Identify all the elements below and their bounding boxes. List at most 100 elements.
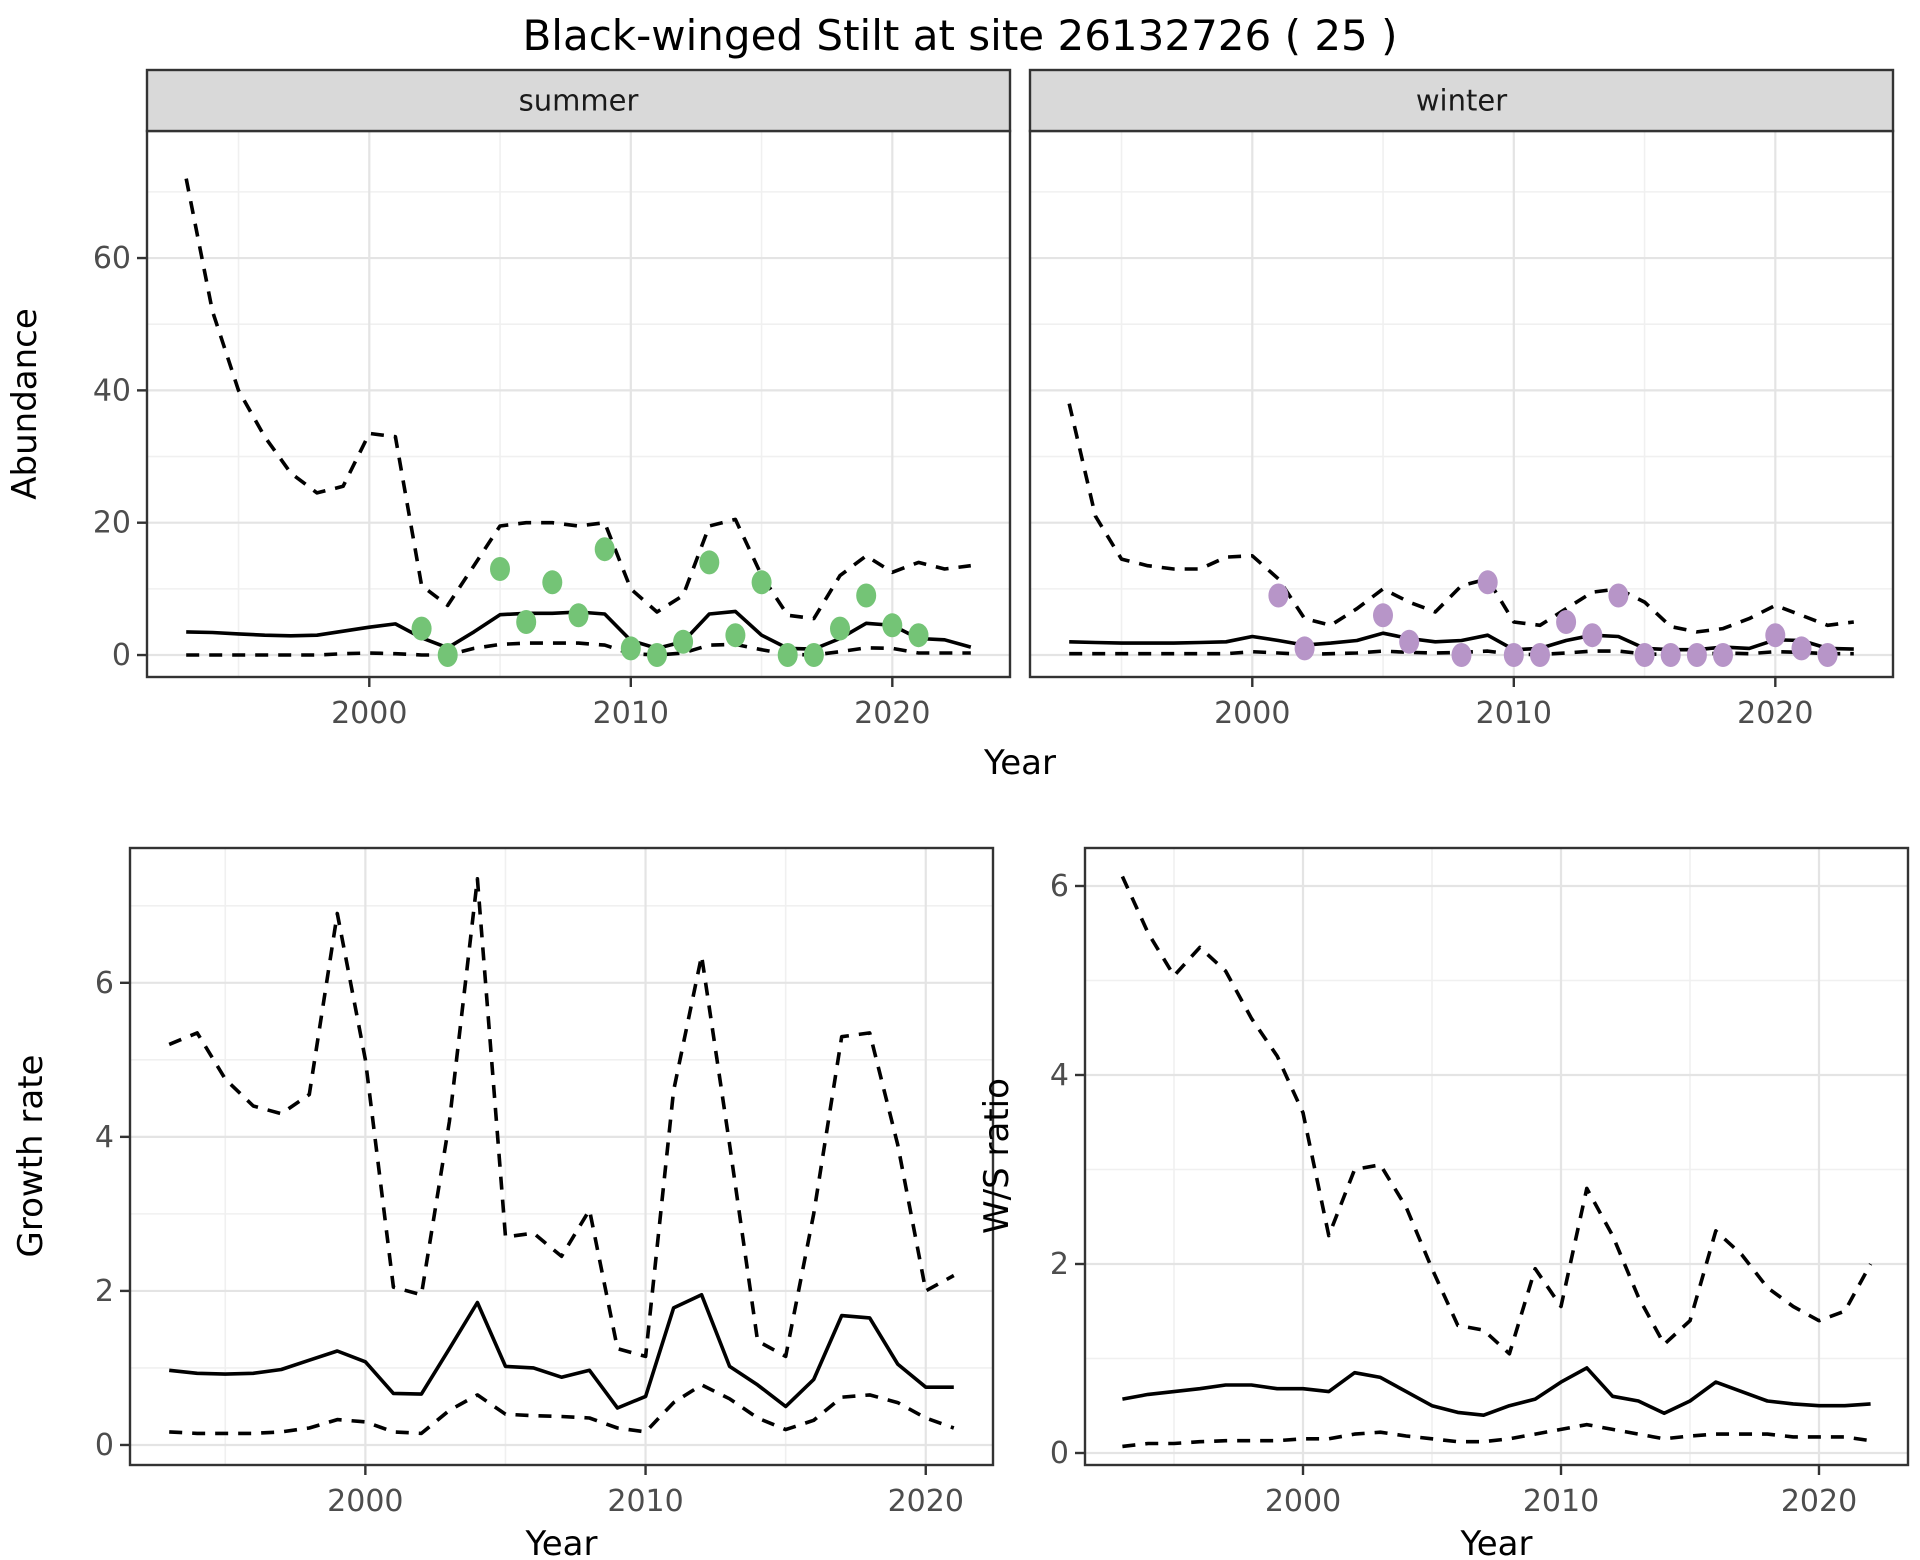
x-axis-abundance-summer: 2000 2010 2020 bbox=[331, 677, 930, 731]
data-point bbox=[1503, 643, 1524, 667]
data-point bbox=[1713, 643, 1733, 667]
data-point bbox=[1582, 623, 1603, 648]
y-tick-label: 4 bbox=[1050, 1058, 1069, 1093]
median-line bbox=[1122, 1366, 1871, 1417]
data-point bbox=[751, 570, 772, 595]
data-point bbox=[411, 616, 432, 641]
data-point bbox=[882, 613, 903, 638]
facet-strip bbox=[145, 68, 1012, 133]
data-point bbox=[856, 583, 877, 608]
x-axis-growth-rate: 2000 2010 2020 bbox=[327, 1465, 964, 1519]
data-point bbox=[1660, 643, 1681, 667]
data-point bbox=[490, 557, 510, 581]
x-axis-title-growth-rate: Year bbox=[525, 1524, 598, 1560]
y-tick-label: 60 bbox=[93, 241, 131, 276]
data-point bbox=[725, 623, 746, 648]
data-point bbox=[437, 643, 458, 667]
x-tick-label: 2020 bbox=[1737, 696, 1813, 731]
data-point bbox=[1477, 570, 1498, 595]
data-point bbox=[830, 616, 850, 641]
data-point bbox=[699, 550, 720, 575]
y-tick-label: 40 bbox=[93, 373, 131, 408]
x-axis-ws-ratio: 2000 2010 2020 bbox=[1265, 1465, 1857, 1519]
x-tick-label: 2020 bbox=[1781, 1484, 1857, 1519]
data-point bbox=[647, 643, 667, 667]
data-point bbox=[594, 537, 615, 562]
data-point bbox=[516, 610, 537, 634]
data-point bbox=[777, 643, 798, 667]
y-tick-label: 0 bbox=[95, 1428, 114, 1463]
panel-background bbox=[130, 848, 993, 1465]
summer-observations bbox=[411, 537, 929, 667]
data-point bbox=[908, 623, 929, 648]
data-point bbox=[542, 570, 563, 595]
data-point bbox=[673, 629, 694, 654]
y-tick-label: 2 bbox=[1050, 1247, 1069, 1282]
series-ws-ratio bbox=[1120, 875, 1873, 1449]
data-point bbox=[1608, 583, 1629, 608]
panel-ws-ratio: 2000 2010 2020 0 2 4 6 Year bbox=[1050, 846, 1910, 1560]
y-axis-title-ws-ratio: W/S ratio bbox=[977, 1078, 1017, 1234]
upper-ci-line bbox=[184, 178, 972, 621]
median-line bbox=[169, 1293, 954, 1410]
data-point bbox=[1294, 636, 1315, 661]
data-point bbox=[568, 603, 589, 628]
x-tick-label: 2020 bbox=[854, 696, 930, 731]
y-tick-label: 6 bbox=[95, 966, 114, 1001]
data-point bbox=[1373, 603, 1393, 628]
upper-ci-line bbox=[1067, 403, 1855, 634]
x-tick-label: 2000 bbox=[331, 696, 407, 731]
upper-ci-line bbox=[1120, 875, 1873, 1356]
data-point bbox=[1686, 643, 1707, 667]
panel-border bbox=[1083, 846, 1910, 1467]
winter-observations bbox=[1268, 570, 1838, 667]
y-axis-growth-rate: 0 2 4 6 bbox=[95, 966, 130, 1463]
data-point bbox=[1791, 636, 1812, 661]
x-tick-label: 2020 bbox=[888, 1484, 964, 1519]
y-tick-label: 0 bbox=[112, 638, 131, 673]
y-axis-abundance-summer: 0 20 40 60 bbox=[93, 241, 147, 673]
x-tick-label: 2010 bbox=[593, 696, 669, 731]
facet-label-summer: summer bbox=[519, 84, 639, 118]
x-axis-title-ws-ratio: Year bbox=[1460, 1524, 1533, 1560]
gridlines-abundance-summer bbox=[147, 131, 1010, 677]
data-point bbox=[1268, 583, 1289, 608]
lower-ci-line bbox=[169, 1383, 955, 1436]
y-tick-label: 4 bbox=[95, 1120, 114, 1155]
x-tick-label: 2010 bbox=[607, 1484, 683, 1519]
x-tick-label: 2000 bbox=[327, 1484, 403, 1519]
panel-abundance-summer: summer 2000 2010 2020 0 20 40 60 bbox=[93, 68, 1012, 731]
x-tick-label: 2000 bbox=[1214, 696, 1290, 731]
figure-title: Black-winged Stilt at site 26132726 ( 25… bbox=[522, 11, 1397, 60]
y-tick-label: 2 bbox=[95, 1274, 114, 1309]
data-point bbox=[1451, 643, 1472, 667]
panel-background bbox=[1030, 131, 1893, 677]
lower-ci-line bbox=[186, 641, 971, 657]
y-axis-title-growth-rate: Growth rate bbox=[11, 1055, 51, 1258]
gridlines-growth-rate bbox=[130, 848, 993, 1465]
y-tick-label: 20 bbox=[93, 506, 131, 541]
panel-border bbox=[128, 846, 995, 1467]
data-point bbox=[1530, 643, 1550, 667]
x-tick-label: 2010 bbox=[1523, 1484, 1599, 1519]
lower-ci-line bbox=[1122, 1422, 1871, 1449]
x-axis-abundance-winter: 2000 2010 2020 bbox=[1214, 677, 1813, 731]
y-tick-label: 6 bbox=[1050, 869, 1069, 904]
facet-label-winter: winter bbox=[1416, 84, 1507, 118]
panel-growth-rate: 2000 2010 2020 0 2 4 6 Year bbox=[95, 846, 995, 1560]
data-point bbox=[1399, 629, 1420, 654]
x-tick-label: 2000 bbox=[1265, 1484, 1341, 1519]
y-axis-title-abundance: Abundance bbox=[5, 308, 45, 500]
data-point bbox=[1817, 643, 1838, 667]
series-growth-rate bbox=[168, 877, 955, 1436]
x-tick-label: 2010 bbox=[1476, 696, 1552, 731]
data-point bbox=[803, 643, 824, 667]
data-point bbox=[1556, 610, 1577, 634]
y-tick-label: 0 bbox=[1050, 1436, 1069, 1471]
x-axis-title-top: Year bbox=[983, 743, 1056, 783]
data-point bbox=[1765, 623, 1786, 648]
data-point bbox=[620, 636, 641, 661]
panel-abundance-winter: winter 2000 2010 2020 bbox=[1028, 68, 1895, 731]
